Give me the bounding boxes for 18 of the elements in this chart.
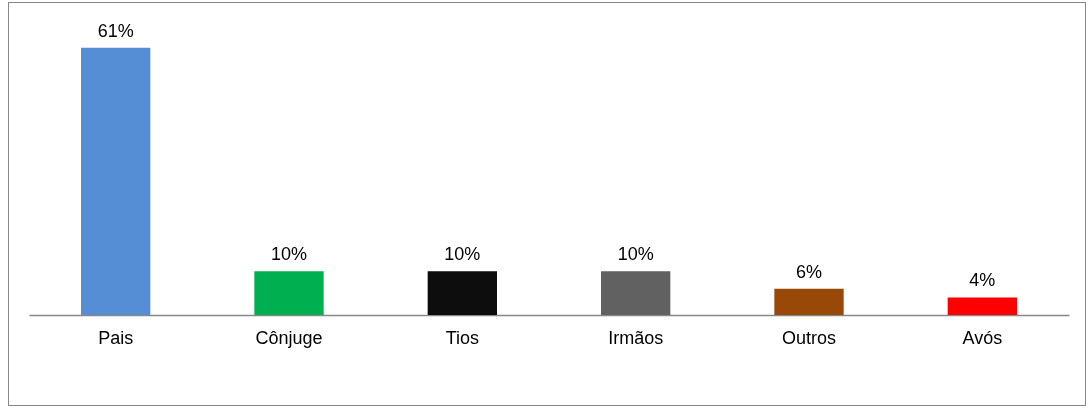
x-tick-label: Cônjuge xyxy=(255,327,323,348)
data-label: 10% xyxy=(444,244,481,265)
bar xyxy=(774,288,844,315)
data-label: 4% xyxy=(969,270,996,291)
data-label: 61% xyxy=(97,20,134,41)
bar xyxy=(601,271,671,315)
bar xyxy=(81,47,151,315)
bar xyxy=(254,271,324,315)
x-tick-label: Outros xyxy=(781,327,837,348)
x-tick-label: Pais xyxy=(98,327,134,348)
data-label: 10% xyxy=(270,244,308,265)
data-label: 10% xyxy=(617,244,654,265)
bar xyxy=(947,297,1017,315)
x-tick-label: Tios xyxy=(445,327,480,348)
bar xyxy=(427,271,497,315)
x-tick-label: Irmãos xyxy=(608,327,664,348)
x-tick-label: Avós xyxy=(962,327,1003,348)
data-label: 6% xyxy=(795,261,823,282)
